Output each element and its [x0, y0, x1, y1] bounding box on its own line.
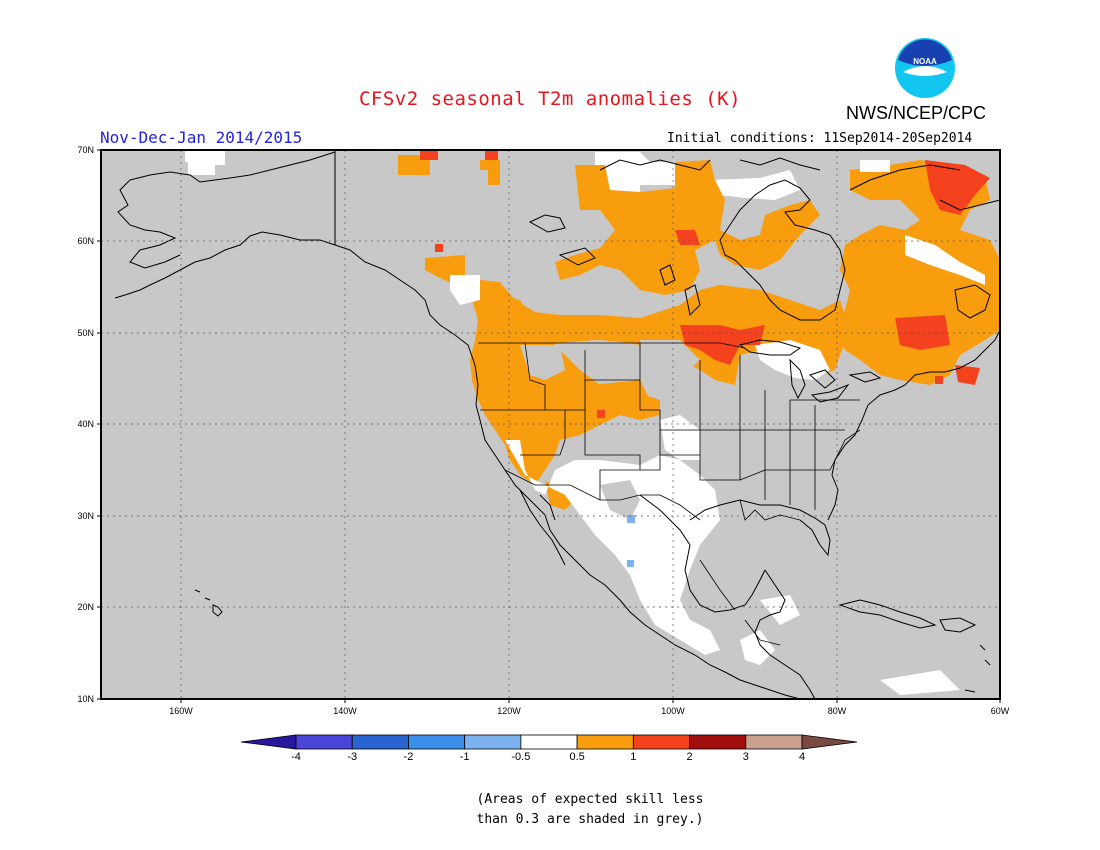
strong-warm-anomaly [675, 230, 700, 245]
warm-anomaly-region [425, 255, 850, 385]
near-normal-region [860, 160, 890, 172]
strong-warm-anomaly [955, 365, 980, 385]
lat-label: 40N [77, 419, 94, 429]
graticule [101, 150, 1000, 699]
lon-label: 120W [497, 706, 521, 716]
near-normal-region [755, 340, 830, 380]
colorbar-tick-label: -4 [291, 751, 301, 763]
near-normal-region [905, 235, 985, 285]
coastlines [114, 150, 1001, 700]
lat-label: 10N [77, 694, 94, 704]
near-normal-region [185, 150, 225, 175]
colorbar-tick-label: 1 [630, 751, 637, 763]
colorbar-tick-label: 2 [686, 751, 693, 763]
colorbar-tick-label: -1 [459, 751, 470, 763]
colorbar-tick-label: -3 [347, 751, 358, 763]
colorbar-tick-label: -2 [403, 751, 414, 763]
lon-label: 140W [333, 706, 357, 716]
near-normal-region [740, 630, 775, 665]
colorbar-tick-label: 4 [798, 751, 806, 763]
anomaly-shading [185, 150, 1000, 695]
colorbar-tick-label: 0.5 [569, 751, 585, 763]
near-normal-region [710, 170, 800, 200]
agency-label: NWS/NCEP/CPC [846, 103, 987, 123]
near-normal-region [660, 415, 700, 460]
low-skill-region [590, 340, 640, 375]
skill-footnote: (Areas of expected skill less than 0.3 a… [440, 790, 740, 830]
warm-anomaly-region [590, 380, 650, 410]
strong-warm-anomaly [435, 244, 443, 252]
footnote-line: (Areas of expected skill less [476, 792, 704, 807]
strong-warm-anomaly [485, 150, 498, 160]
colorbar-tick-label: -0.5 [511, 751, 531, 763]
axis-ticks [97, 149, 1001, 703]
strong-warm-anomaly [935, 376, 943, 384]
political-borders [478, 342, 861, 646]
strong-warm-anomaly [895, 315, 950, 350]
warm-anomaly-region [835, 160, 1000, 385]
colorbar-tick-label: 3 [742, 751, 749, 763]
chart-title: CFSv2 seasonal T2m anomalies (K) [358, 88, 742, 110]
lon-label: 160W [169, 706, 193, 716]
lat-label: 20N [77, 602, 94, 612]
lat-label: 70N [77, 145, 94, 155]
low-skill-region [520, 345, 565, 380]
low-skill-region [640, 340, 700, 385]
strong-warm-anomaly [680, 325, 765, 365]
near-normal-region [505, 440, 720, 655]
lat-label: 50N [77, 328, 94, 338]
strong-warm-anomaly [925, 160, 990, 215]
warm-anomaly-region [470, 285, 660, 485]
lat-label: 30N [77, 511, 94, 521]
near-normal-region [640, 165, 675, 185]
warm-anomaly-region [555, 160, 820, 295]
strong-warm-anomaly [597, 410, 605, 418]
season-label: Nov-Dec-Jan 2014/2015 [100, 128, 303, 147]
footnote-line: than 0.3 are shaded in grey.) [476, 812, 704, 827]
cool-anomaly-spot [627, 560, 634, 567]
strong-warm-anomaly [420, 150, 438, 160]
warm-anomaly-region [480, 160, 500, 185]
cool-anomaly-spot [627, 515, 635, 523]
initial-conditions-label: Initial conditions: 11Sep2014-20Sep2014 [667, 131, 973, 146]
lon-label: 100W [661, 706, 685, 716]
lon-label: 80W [827, 706, 847, 716]
lat-label: 60N [77, 236, 94, 246]
near-normal-region [880, 670, 960, 695]
near-normal-region [450, 275, 480, 305]
near-normal-region [760, 595, 800, 625]
lon-label: 60W [990, 706, 1010, 716]
